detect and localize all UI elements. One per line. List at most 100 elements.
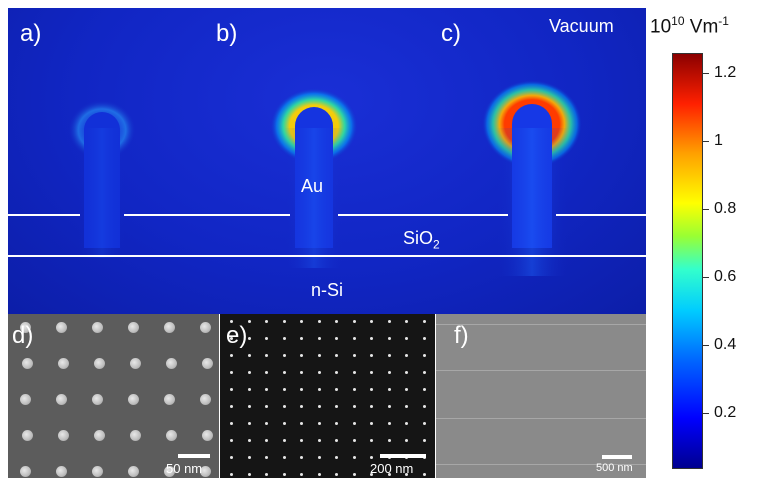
sem-particle [92,394,103,405]
sem-dot [352,405,356,408]
sio2-label: SiO2 [403,228,440,252]
sem-dot [317,405,321,408]
sem-row-line [436,418,646,419]
sem-dot [300,422,303,425]
sem-dot [405,320,408,323]
sem-dot [300,456,303,459]
sem-dot [247,456,251,459]
sem-dot [247,388,251,391]
sem-dot [387,388,391,391]
sem-dot [230,473,233,476]
sem-dot [352,371,356,374]
sem-dot [405,354,408,357]
sem-dot [282,371,286,374]
nanorod-c [482,80,582,276]
sem-dot [422,439,426,442]
colorbar-tick-label: 1 [714,132,723,149]
sem-dot [265,439,268,442]
sem-dot [422,388,426,391]
sem-dot [370,456,373,459]
sem-dot [230,422,233,425]
sem-dot [405,388,408,391]
scale-bar-f [602,455,632,459]
sem-dot [335,354,338,357]
sem-dot [335,473,338,476]
sem-dot [300,354,303,357]
colorbar-tick [703,73,709,74]
panel-label-d: d) [12,322,34,349]
sem-dot [230,405,233,408]
sem-dot [335,388,338,391]
sem-dot [370,405,373,408]
sem-dot [352,354,356,357]
sem-particle [128,322,139,333]
sem-dot [387,371,391,374]
sem-particle [130,358,141,369]
sem-dot [247,473,251,476]
sem-particle [92,322,103,333]
sem-dot [265,320,268,323]
sem-dot [387,422,391,425]
sem-particle [200,466,211,477]
sem-dot [352,473,356,476]
colorbar-title: 1010 Vm-1 [650,14,729,38]
sem-particle [20,322,31,333]
sem-dot [422,337,426,340]
sem-dot [300,388,303,391]
sem-dot [387,473,391,476]
sem-dot [335,422,338,425]
sem-dot [370,337,373,340]
sem-dot [247,422,251,425]
sem-dot [265,473,268,476]
colorbar-tick [703,141,709,142]
sem-particle [164,322,175,333]
sem-dot [300,320,303,323]
sem-particle [128,394,139,405]
sem-dot [352,337,356,340]
scale-label-d: 50 nm [166,461,203,476]
sem-dot [282,320,286,323]
sem-dot [352,320,356,323]
sem-dot [387,337,391,340]
sem-dot [317,439,321,442]
sem-particle [202,430,213,441]
sem-dot [370,320,373,323]
sem-dot [335,405,338,408]
sem-dot [317,354,321,357]
sem-dot [335,320,338,323]
sem-dot [300,371,303,374]
sem-particle [202,358,213,369]
sem-particle [200,394,211,405]
sem-dot [265,388,268,391]
colorbar-tick-label: 0.6 [714,268,737,285]
sem-particle [58,358,69,369]
nsi-label: n-Si [311,280,344,300]
nanorod-b [270,88,358,268]
sem-dot [352,439,356,442]
sem-dot [370,422,373,425]
sem-dot [422,422,426,425]
colorbar-tick [703,413,709,414]
sem-dot [317,337,321,340]
sem-dot [335,337,338,340]
sem-dot [370,439,373,442]
sem-dot [265,456,268,459]
sem-particle [56,394,67,405]
sem-particle [92,466,103,477]
sem-dot [247,354,251,357]
sem-dot [300,439,303,442]
sem-dot [230,337,233,340]
sem-dot [282,473,286,476]
sem-panel-d: d) 50 nm [8,314,219,478]
au-label: Au [301,176,324,196]
scale-bar-e [380,454,426,458]
panel-label-c: c) [441,20,461,47]
sem-particle [56,322,67,333]
colorbar-tick-label: 0.2 [714,404,737,421]
sem-dot [317,371,321,374]
sem-panel-f: f) 500 nm [436,314,646,478]
sem-particle [130,430,141,441]
colorbar-tick [703,277,709,278]
sem-dot [387,354,391,357]
sem-particle [94,358,105,369]
